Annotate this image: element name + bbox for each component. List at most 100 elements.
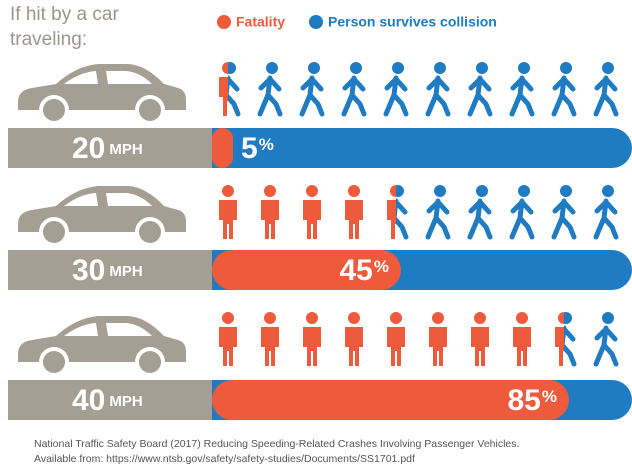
person-body (341, 75, 367, 117)
person-head (476, 62, 488, 74)
person-body (228, 75, 241, 117)
person-head (476, 185, 488, 197)
person-icon (425, 62, 451, 117)
person-icon (425, 185, 451, 240)
value-label: 5% (241, 132, 274, 165)
person-body (467, 198, 493, 240)
person-head (432, 312, 444, 324)
person-head (306, 185, 318, 197)
value-unit: % (374, 257, 389, 276)
person-head (516, 312, 528, 324)
person-icon (593, 62, 619, 117)
person-body (345, 327, 363, 366)
person-head (350, 62, 362, 74)
person-head (222, 312, 234, 324)
person-part (219, 62, 228, 116)
person-part (387, 185, 396, 239)
person-head (390, 185, 396, 197)
person-body (509, 198, 535, 240)
person-head (264, 185, 276, 197)
person-head (518, 185, 530, 197)
person-icon (551, 62, 577, 117)
person-icon (387, 312, 405, 366)
car-window (64, 71, 152, 84)
person-icon (383, 62, 409, 117)
person-head (222, 185, 234, 197)
person-icon (299, 62, 325, 117)
person-body (219, 327, 237, 366)
legend-swatch (309, 15, 323, 29)
person-head (348, 312, 360, 324)
person-icon (513, 312, 531, 366)
speed-value: 20 (72, 132, 105, 165)
speed-unit: MPH (109, 393, 142, 410)
person-icon (467, 185, 493, 240)
person-head (308, 62, 320, 74)
person-body (593, 325, 619, 367)
car-wheel (139, 99, 161, 121)
person-body (513, 327, 531, 366)
title-line: If hit by a car (10, 4, 119, 25)
person-head (396, 185, 404, 197)
person-icon (261, 312, 279, 366)
speed-unit: MPH (109, 263, 142, 280)
fatality-bar (212, 250, 401, 290)
person-body (219, 200, 237, 239)
person-body (387, 200, 396, 239)
person-head (264, 312, 276, 324)
person-body (303, 327, 321, 366)
person-head (266, 62, 278, 74)
value-number: 5 (241, 132, 258, 165)
car-wheel (43, 351, 65, 373)
speed-label: 20 MPH (72, 132, 143, 165)
speed-label: 30 MPH (72, 254, 143, 287)
person-part (396, 185, 409, 240)
legend-label: Person survives collision (328, 14, 497, 30)
person-part (564, 312, 577, 367)
person-body (383, 75, 409, 117)
value-label: 45% (340, 254, 390, 287)
speed-value: 30 (72, 254, 105, 287)
person-head (602, 62, 614, 74)
person-head (222, 62, 228, 74)
person-body (257, 75, 283, 117)
legend-label: Fatality (236, 14, 285, 30)
person-head (348, 185, 360, 197)
person-head (390, 312, 402, 324)
person-icon (467, 62, 493, 117)
person-head (228, 62, 236, 74)
person-icon (219, 185, 237, 239)
speed-value: 40 (72, 384, 105, 417)
title-line: traveling: (10, 29, 87, 50)
person-icon (219, 312, 237, 366)
speed-box (8, 128, 232, 168)
person-icon (555, 312, 577, 367)
value-unit: % (542, 387, 557, 406)
person-icon (429, 312, 447, 366)
person-head (560, 185, 572, 197)
car (18, 316, 186, 377)
person-part (228, 62, 241, 117)
car (18, 64, 186, 125)
person-head (560, 62, 572, 74)
person-head (434, 185, 446, 197)
fatality-bar (212, 380, 569, 420)
source-line: National Traffic Safety Board (2017) Red… (34, 438, 519, 450)
person-icon (303, 185, 321, 239)
person-body (593, 75, 619, 117)
person-icon (593, 312, 619, 367)
person-body (261, 327, 279, 366)
person-icon (345, 185, 363, 239)
car-wheel (139, 351, 161, 373)
person-body (299, 75, 325, 117)
person-head (518, 62, 530, 74)
person-body (551, 198, 577, 240)
person-icon (341, 62, 367, 117)
value-label: 85% (508, 384, 558, 417)
speed-label: 40 MPH (72, 384, 143, 417)
person-body (387, 327, 405, 366)
person-body (467, 75, 493, 117)
car-window (64, 193, 152, 206)
person-icon (219, 62, 241, 117)
